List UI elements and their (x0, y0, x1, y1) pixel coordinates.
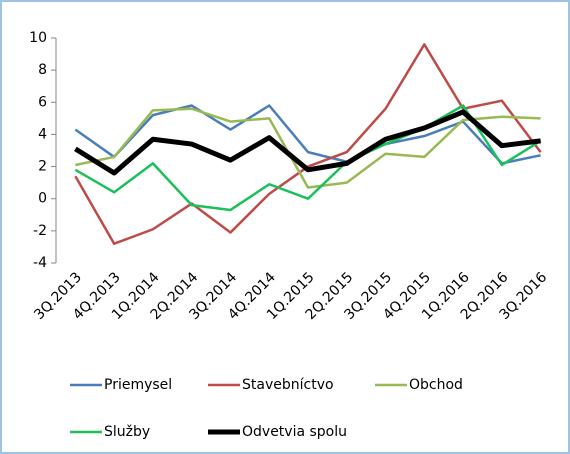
y-tick-label: -2 (33, 223, 47, 239)
legend-label: Stavebníctvo (242, 377, 334, 393)
y-tick-label: 4 (38, 126, 47, 142)
series-line (74, 104, 542, 212)
y-tick-label: 2 (38, 159, 47, 175)
series-line (74, 109, 541, 176)
y-tick-label: 0 (38, 191, 47, 207)
series-line (75, 107, 541, 189)
legend-label: Priemysel (104, 377, 172, 393)
y-tick-label: 8 (38, 62, 47, 78)
y-tick-label: 10 (29, 30, 47, 46)
y-tick-label: 6 (38, 94, 47, 110)
y-tick-label: -4 (33, 255, 47, 271)
legend-label: Odvetvia spolu (242, 424, 347, 440)
legend-label: Obchod (409, 377, 463, 393)
legend-label: Služby (104, 424, 150, 440)
